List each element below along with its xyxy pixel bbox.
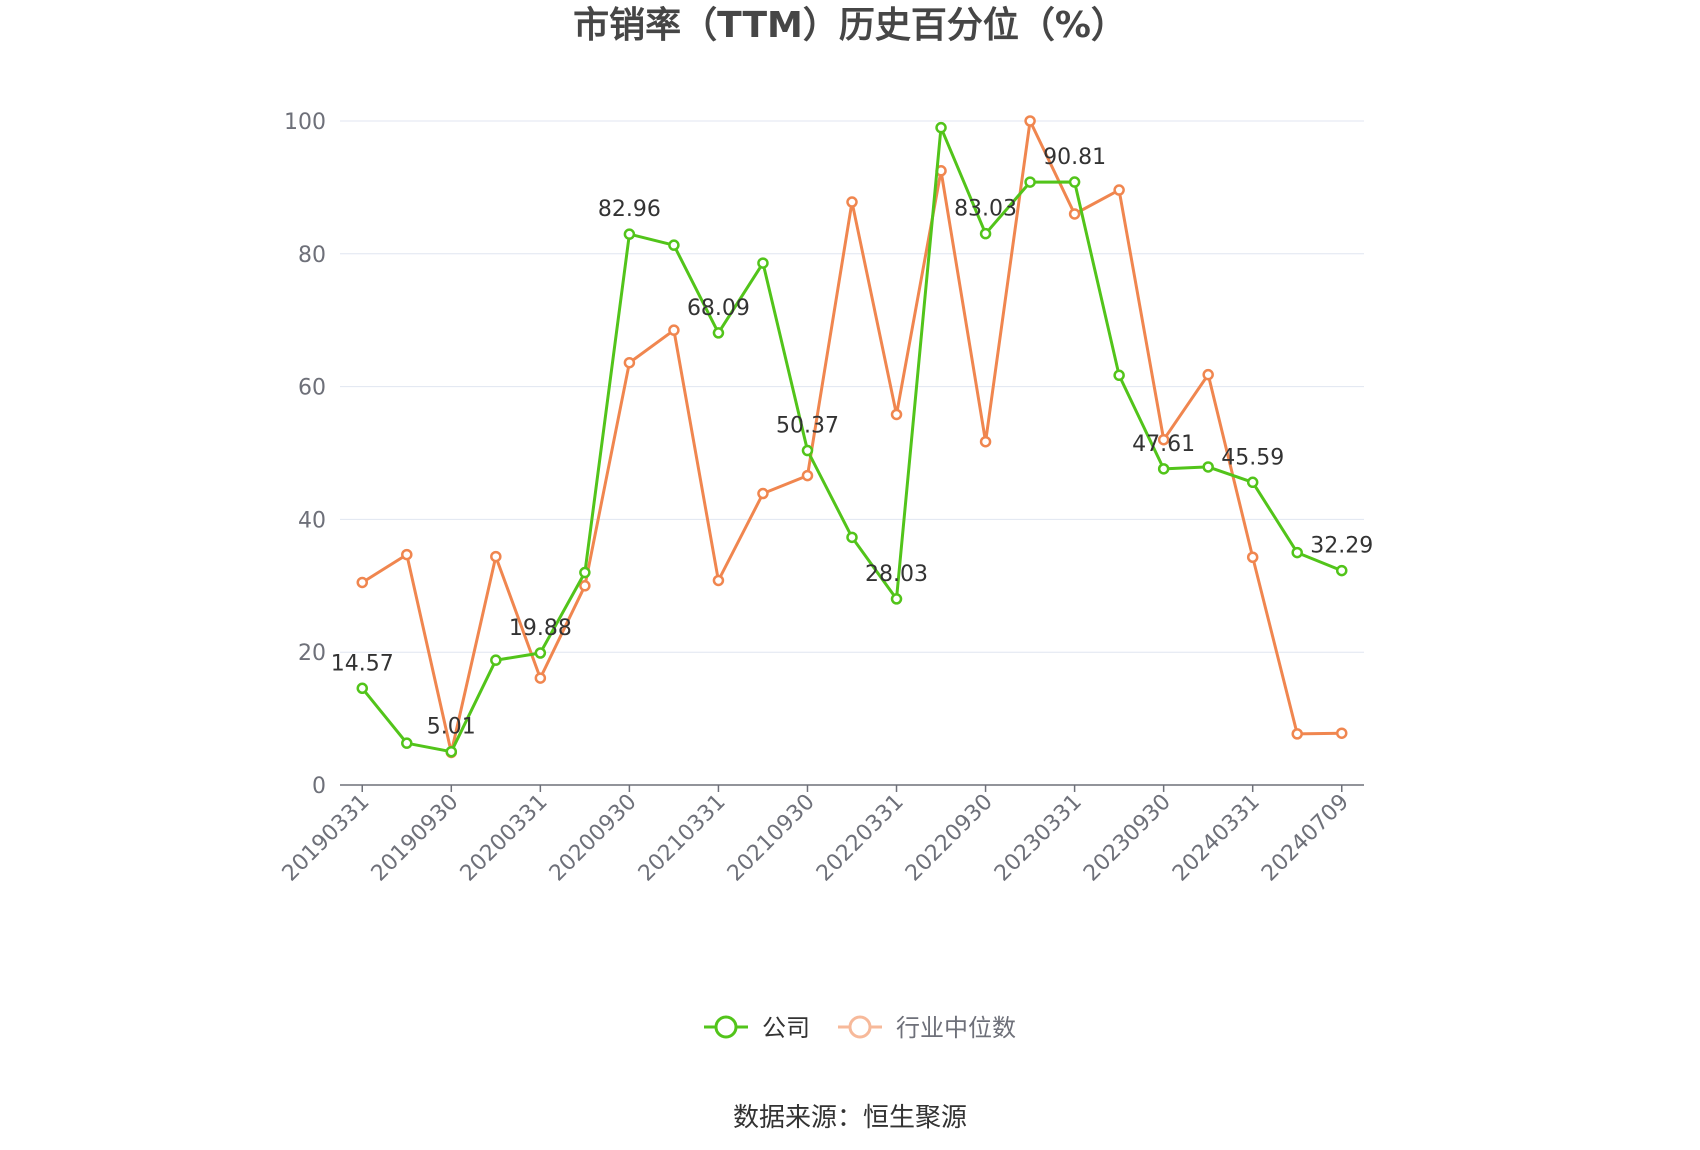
data-point	[712, 327, 725, 339]
data-point	[890, 408, 903, 421]
x-tick-label: 20210930	[723, 790, 820, 887]
data-point	[1291, 728, 1303, 740]
y-tick-label: 100	[284, 110, 326, 135]
data-point	[534, 647, 547, 659]
x-tick-label: 20200331	[456, 790, 553, 887]
y-tick-label: 0	[312, 774, 326, 799]
x-tick-label: 20230331	[990, 790, 1087, 887]
legend-marker	[714, 1015, 738, 1039]
x-tick-label: 20220331	[812, 790, 909, 887]
legend-item-industry-median[interactable]: 行业中位数	[838, 1014, 1016, 1042]
data-point	[890, 593, 903, 605]
data-point	[1202, 461, 1214, 473]
data-point	[490, 550, 502, 563]
data-label: 83.03	[954, 197, 1017, 222]
data-point	[356, 576, 369, 589]
data-point	[757, 487, 769, 500]
data-point	[623, 356, 636, 369]
y-tick-label: 80	[298, 243, 326, 268]
grid-lines	[340, 120, 1364, 653]
legend-item-company[interactable]: 公司	[704, 1014, 810, 1042]
data-label: 45.59	[1221, 445, 1284, 470]
data-point	[623, 228, 636, 240]
series-layer	[356, 115, 1348, 759]
data-point	[668, 239, 680, 251]
legend-label: 公司	[762, 1014, 810, 1042]
data-label: 50.37	[776, 414, 839, 439]
data-point	[801, 469, 814, 482]
data-point	[1335, 727, 1348, 739]
data-label: 82.96	[598, 197, 661, 222]
data-point	[757, 257, 769, 269]
data-point	[1246, 551, 1259, 563]
data-point	[668, 324, 680, 336]
data-label: 47.61	[1132, 432, 1195, 457]
data-point	[979, 435, 992, 448]
data-point	[490, 654, 502, 666]
x-tick-label: 20200930	[545, 790, 642, 887]
legend-marker	[848, 1015, 872, 1039]
data-point	[534, 672, 547, 684]
data-point	[1157, 433, 1170, 446]
data-point	[1246, 476, 1259, 489]
axes: 0 20 40 60 80 100 2019033120190930202003312020…	[278, 110, 1364, 886]
data-label: 28.03	[865, 562, 928, 587]
data-point	[801, 444, 814, 457]
data-label: 68.09	[687, 296, 750, 321]
x-tick-label: 20240709	[1257, 790, 1354, 887]
data-point	[1068, 208, 1081, 220]
x-tick-label: 20220930	[901, 790, 998, 887]
data-label: 14.57	[331, 651, 394, 676]
data-point	[1113, 184, 1125, 196]
data-label: 90.81	[1043, 145, 1106, 170]
data-point	[445, 745, 458, 758]
data-point	[1113, 369, 1125, 382]
y-tick-label: 20	[298, 641, 326, 666]
data-label: 32.29	[1310, 534, 1373, 559]
data-point	[1291, 546, 1303, 559]
data-point	[1202, 368, 1214, 381]
legend-label: 行业中位数	[896, 1014, 1016, 1042]
data-point	[579, 566, 591, 579]
x-tick-label: 20190930	[367, 790, 464, 887]
data-point	[712, 574, 725, 587]
x-tick-label: 20210331	[634, 790, 731, 887]
legend[interactable]: 公司 行业中位数	[704, 1014, 1016, 1042]
data-labels: 14.57 5.01 19.88 82.96 68.09 50.37 28.03 83.03 9…	[331, 145, 1373, 740]
data-point	[579, 580, 591, 592]
data-point	[846, 531, 858, 544]
data-point	[1335, 564, 1348, 577]
x-tick-label: 20230930	[1079, 790, 1176, 887]
data-point	[1157, 463, 1170, 475]
chart-title: 市销率（TTM）历史百分位（%）	[573, 5, 1127, 46]
data-label: 19.88	[509, 616, 572, 641]
y-tick-label: 40	[298, 508, 326, 533]
data-label: 5.01	[427, 715, 476, 740]
data-point	[935, 121, 947, 134]
x-tick-label: 20190331	[278, 790, 375, 887]
data-point	[1024, 176, 1036, 188]
y-tick-label: 60	[298, 376, 326, 401]
x-tick-label: 20240331	[1168, 790, 1265, 887]
data-point	[846, 196, 858, 208]
data-point	[1068, 176, 1081, 188]
data-point	[356, 682, 369, 695]
data-point	[1024, 115, 1036, 127]
data-point	[979, 227, 992, 240]
data-source: 数据来源：恒生聚源	[733, 1103, 967, 1133]
data-point	[401, 548, 413, 561]
data-point	[401, 737, 413, 749]
